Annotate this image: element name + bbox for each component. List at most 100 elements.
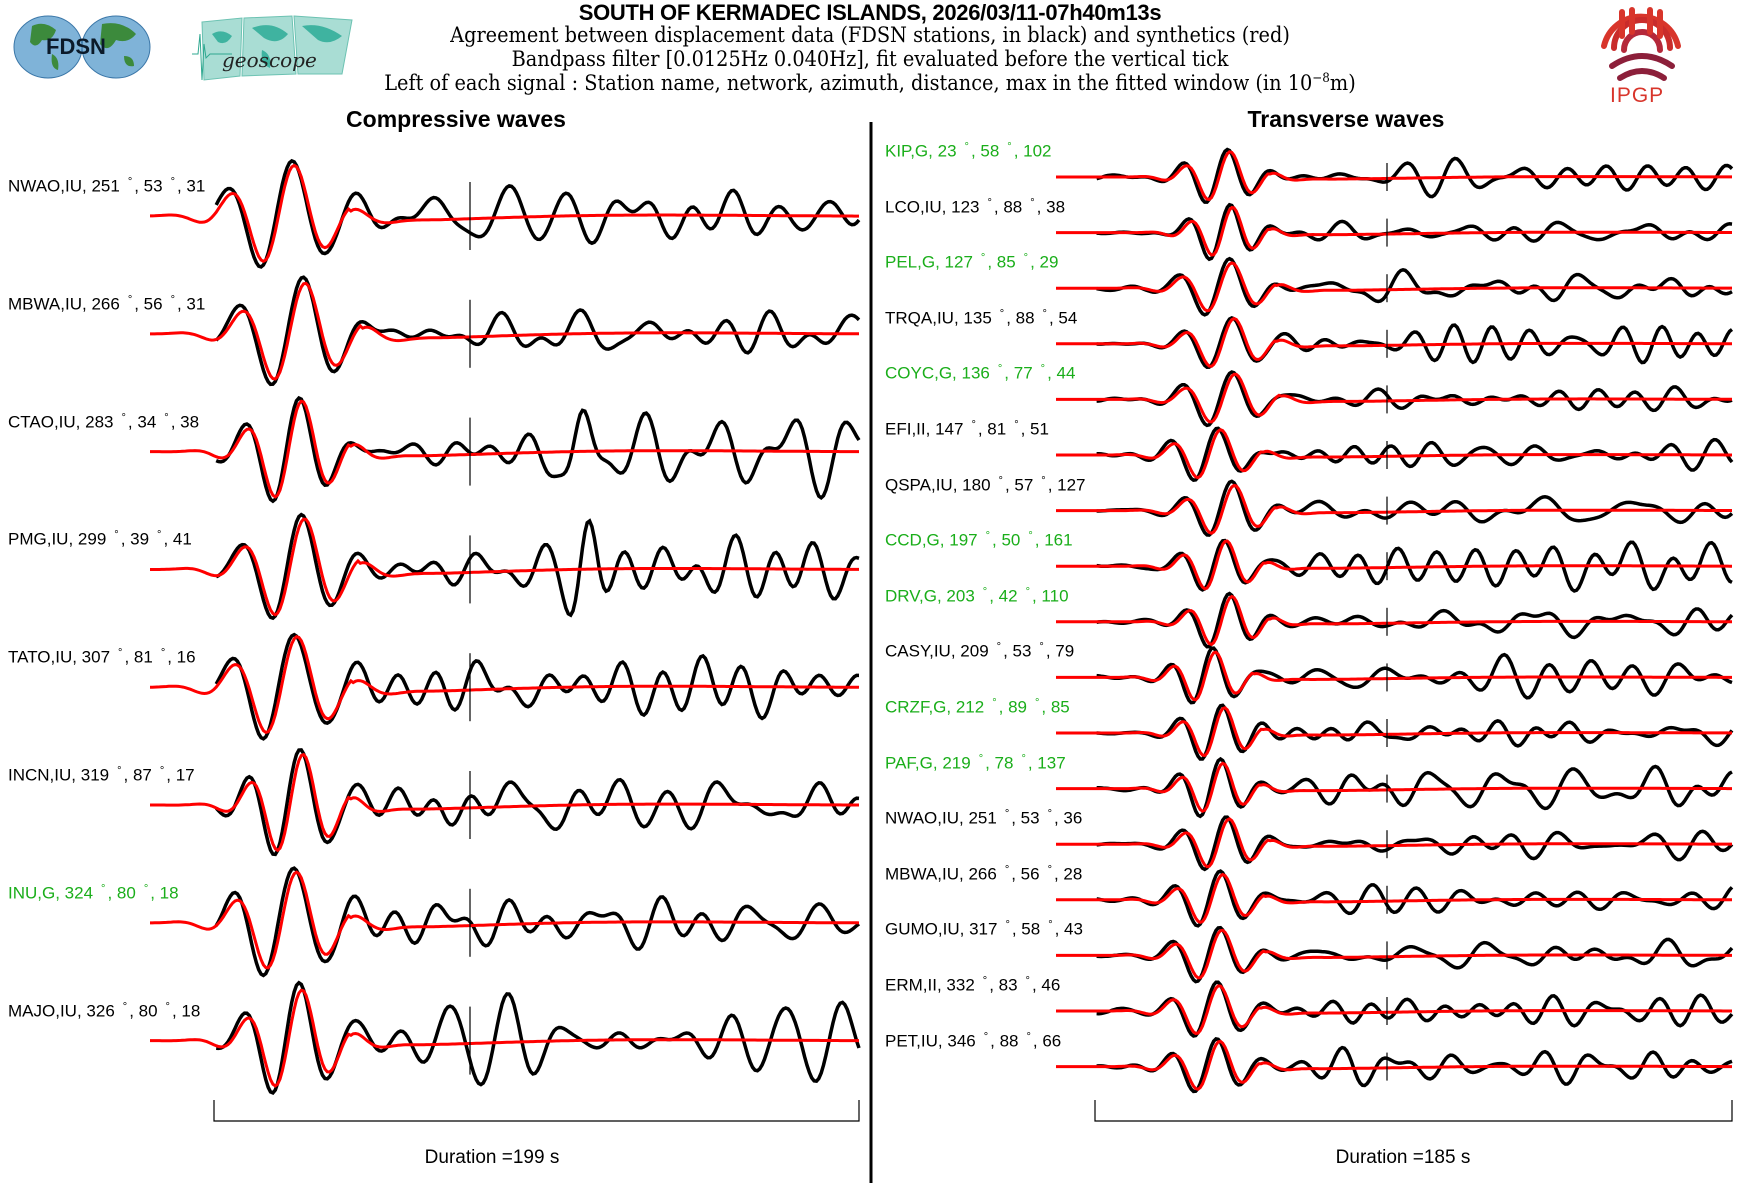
distance: , 78 — [985, 753, 1014, 773]
synthetic-trace-transverse-efi — [1056, 428, 1732, 480]
max-amplitude: , 54 — [1048, 308, 1078, 328]
max-amplitude: , 79 — [1045, 642, 1075, 662]
degree-sup: ° — [159, 765, 165, 777]
azimuth: 266 — [968, 864, 997, 884]
synthetic-trace-compressive-inu — [150, 870, 860, 970]
data-trace-compressive-ctao — [215, 395, 861, 504]
synthetic-trace-transverse-crzf — [1056, 706, 1732, 758]
geoscope-map-icon — [192, 15, 353, 81]
degree-sup: ° — [165, 1000, 170, 1013]
degree-sup: ° — [170, 176, 175, 188]
degree-sup: ° — [1047, 808, 1052, 821]
degree-sup: ° — [1030, 196, 1035, 209]
station-label: TATO,IU, 307 °, 81 °, 16 — [8, 647, 196, 668]
station-name: PET,IU, — [885, 1031, 948, 1051]
line3-unit: m) — [1329, 71, 1356, 95]
station-label: EFI,II, 147 °, 81 °, 51 — [885, 419, 1049, 440]
station-label: CRZF,G, 212 °, 89 °, 85 — [885, 697, 1070, 718]
station-name: CRZF,G, — [885, 697, 956, 717]
max-amplitude: , 38 — [170, 412, 200, 432]
data-trace-transverse-drv — [1096, 591, 1734, 649]
distance: , 81 — [124, 647, 153, 667]
distance: , 53 — [1003, 642, 1032, 662]
distance: , 80 — [129, 1001, 158, 1021]
station-name: PEL,G, — [885, 252, 945, 272]
max-amplitude: , 46 — [1031, 975, 1061, 995]
degree-sup: ° — [999, 307, 1005, 320]
degree-sup: ° — [1034, 697, 1040, 709]
max-amplitude: , 85 — [1041, 697, 1070, 717]
max-amplitude: , 29 — [1030, 252, 1059, 272]
ipgp-logo: IPGP — [1592, 6, 1692, 108]
degree-sup: ° — [998, 474, 1003, 487]
station-label: MBWA,IU, 266 °, 56 °, 28 — [885, 864, 1082, 885]
station-name: CASY,IU, — [885, 642, 961, 662]
azimuth: 209 — [960, 642, 989, 662]
degree-sup: ° — [1025, 975, 1030, 987]
data-trace-transverse-pet — [1096, 1037, 1733, 1094]
max-amplitude: , 51 — [1020, 419, 1049, 439]
data-trace-compressive-incn — [214, 748, 860, 857]
station-name: LCO,IU, — [885, 197, 952, 217]
duration-label-transverse: Duration =185 s — [1335, 1147, 1471, 1168]
azimuth: 136 — [961, 364, 990, 384]
degree-sup: ° — [1021, 752, 1026, 765]
distance: , 39 — [120, 530, 150, 550]
degree-sup: ° — [143, 882, 149, 895]
degree-sup: ° — [1004, 863, 1010, 876]
distance: , 88 — [990, 1031, 1019, 1051]
station-name: INCN,IU, — [8, 765, 81, 785]
synthetic-trace-transverse-kip — [1056, 150, 1732, 202]
fdsn-globe-icon — [13, 15, 151, 79]
azimuth: 332 — [946, 975, 975, 995]
synthetic-trace-transverse-mbwa — [1056, 872, 1732, 925]
degree-sup: ° — [1023, 252, 1029, 265]
data-trace-transverse-ccd — [1096, 538, 1733, 593]
degree-sup: ° — [121, 411, 126, 424]
data-trace-compressive-majo — [216, 980, 861, 1096]
max-amplitude: , 102 — [1013, 141, 1052, 161]
station-label: PEL,G, 127 °, 85 °, 29 — [885, 252, 1058, 273]
synthetic-trace-compressive-incn — [150, 752, 859, 853]
station-label: COYC,G, 136 °, 77 °, 44 — [885, 363, 1075, 384]
synthetic-trace-compressive-mbwa — [150, 281, 859, 381]
station-name: CTAO,IU, — [8, 412, 86, 432]
synthetic-trace-transverse-pet — [1056, 1039, 1732, 1091]
degree-sup: ° — [127, 293, 133, 306]
distance: , 58 — [970, 141, 1000, 161]
fdsn-logo: FDSN — [12, 14, 170, 80]
duration-label-compressive: Duration =199 s — [424, 1147, 560, 1168]
max-amplitude: , 16 — [167, 647, 196, 667]
max-amplitude: , 44 — [1047, 364, 1076, 384]
max-amplitude: , 31 — [176, 294, 206, 314]
subtitle-line-2: Bandpass filter [0.0125Hz 0.040Hz], fit … — [511, 47, 1229, 71]
station-label: NWAO,IU, 251 °, 53 °, 36 — [885, 808, 1082, 829]
azimuth: 147 — [935, 419, 964, 439]
station-name: QSPA,IU, — [885, 475, 963, 495]
degree-sup: ° — [1004, 808, 1010, 821]
synthetic-trace-transverse-nwao — [1056, 817, 1732, 869]
degree-sup: ° — [971, 419, 976, 431]
degree-sup: ° — [982, 975, 988, 987]
synthetic-trace-transverse-paf — [1056, 761, 1732, 813]
station-label: PMG,IU, 299 °, 39 °, 41 — [8, 529, 192, 550]
degree-sup: ° — [1025, 585, 1030, 598]
synthetic-trace-compressive-nwao — [150, 163, 859, 264]
degree-sup: ° — [122, 1000, 128, 1013]
max-amplitude: , 17 — [166, 765, 195, 785]
azimuth: 326 — [86, 1001, 115, 1021]
azimuth: 219 — [942, 753, 971, 773]
degree-sup: ° — [1005, 919, 1010, 932]
degree-sup: ° — [1041, 474, 1046, 487]
station-name: CCD,G, — [885, 530, 950, 550]
degree-sup: ° — [1026, 1030, 1031, 1043]
panel-title-compressive: Compressive waves — [346, 106, 566, 132]
fdsn-logo-text: FDSN — [46, 34, 106, 59]
data-trace-compressive-inu — [214, 866, 861, 978]
station-label: LCO,IU, 123 °, 88 °, 38 — [885, 197, 1065, 218]
azimuth: 317 — [969, 920, 998, 940]
synthetic-trace-transverse-coyc — [1056, 372, 1732, 424]
data-trace-transverse-qspa — [1096, 479, 1734, 537]
station-label: ERM,II, 332 °, 83 °, 46 — [885, 975, 1060, 996]
degree-sup: ° — [982, 585, 988, 598]
